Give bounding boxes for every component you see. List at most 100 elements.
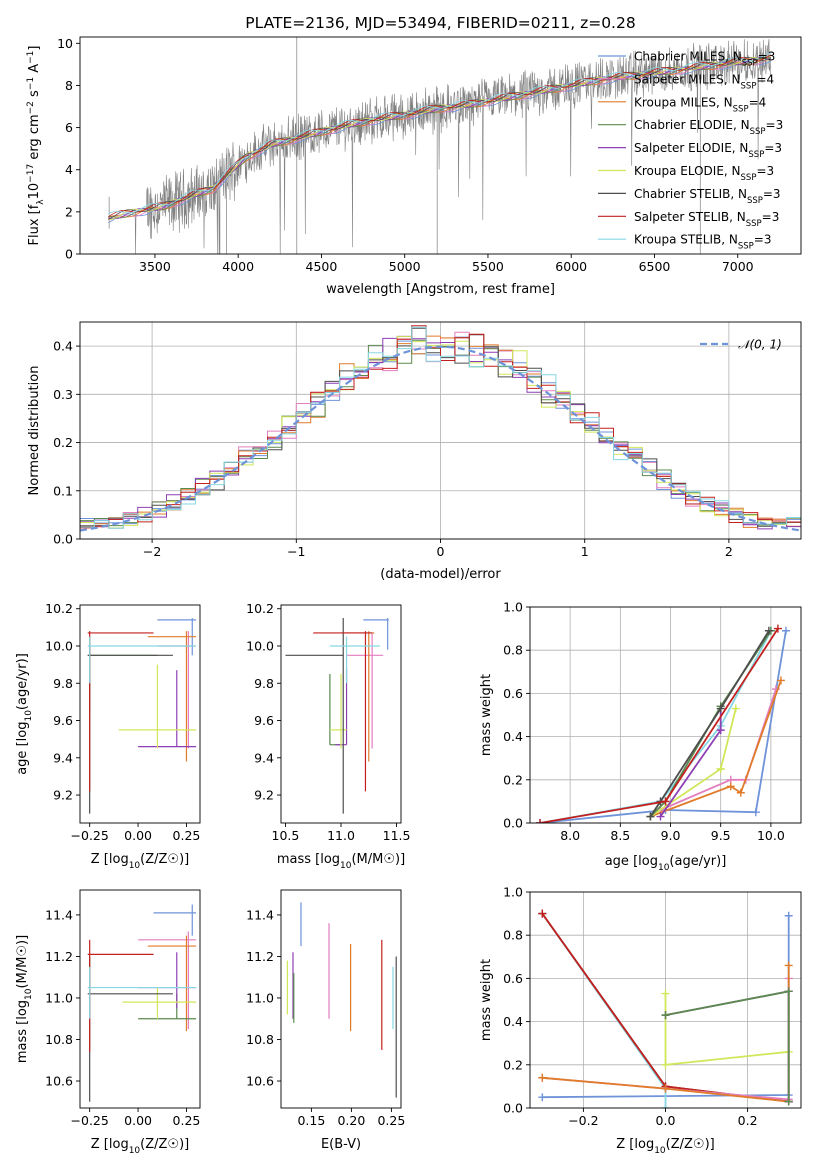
axes-frame xyxy=(280,889,402,1109)
y-tick-label: 10.8 xyxy=(246,1032,274,1047)
mass-vs-metallicity-panel: −0.25 0.00 0.25 10.6 10.8 11.0 11.2 11.4 Z [log1… xyxy=(15,889,201,1156)
y-tick-label: 0.4 xyxy=(503,1014,523,1029)
legend-label: Chabrier STELIB, NSSP=3 xyxy=(634,187,781,206)
x-tick-label: −0.2 xyxy=(568,1113,598,1128)
histogram-series xyxy=(80,335,801,530)
legend-label: 𝒩(0, 1) xyxy=(738,338,782,352)
x-axis-label: age [log10(age/yr)] xyxy=(605,854,727,873)
x-tick-label: 9.5 xyxy=(711,828,731,843)
chart-title: PLATE=2136, MJD=53494, FIBERID=0211, z=0… xyxy=(245,14,635,32)
x-tick-label: 10.0 xyxy=(757,828,785,843)
y-axis-label: Normed distribution xyxy=(27,366,42,496)
x-axis-label: Z [log10(Z/Z☉)] xyxy=(616,1137,714,1156)
plus-marker xyxy=(661,797,670,806)
y-tick-label: 0.6 xyxy=(503,971,523,986)
y-axis-label: mass [log10(M/M☉)] xyxy=(15,935,34,1063)
y-tick-label: 0 xyxy=(65,247,73,262)
legend-label: Salpeter STELIB, NSSP=3 xyxy=(634,210,779,229)
plus-marker xyxy=(731,704,740,713)
axes-frame xyxy=(529,891,802,1109)
axes-frame xyxy=(79,604,201,824)
residual-histogram-panel: −2 −1 0 1 2 0.0 0.1 0.2 0.3 0.4 𝒩(0, 1) (data-model… xyxy=(27,321,802,582)
y-tick-label: 9.2 xyxy=(53,788,73,803)
y-tick-label: 8 xyxy=(65,78,73,93)
plus-marker xyxy=(538,909,547,918)
x-axis-label: mass [log10(M/M☉)] xyxy=(277,852,405,871)
x-tick-label: 5500 xyxy=(472,259,504,274)
y-tick-label: 10.0 xyxy=(45,638,73,653)
y-tick-label: 9.8 xyxy=(254,676,274,691)
y-tick-label: 10.8 xyxy=(45,1032,73,1047)
legend-label: Kroupa STELIB, NSSP=3 xyxy=(634,233,772,252)
x-axis-label: (data-model)/error xyxy=(380,567,501,582)
mass-weight-line xyxy=(649,630,770,818)
y-tick-label: 9.6 xyxy=(254,713,274,728)
plus-marker xyxy=(776,676,785,685)
plus-marker xyxy=(536,819,545,823)
y-tick-label: 11.4 xyxy=(45,907,73,922)
legend-label: Salpeter MILES, NSSP=4 xyxy=(634,72,774,91)
x-tick-label: 4500 xyxy=(306,259,338,274)
plot-area xyxy=(108,37,772,254)
plus-marker xyxy=(716,726,725,735)
axes-frame xyxy=(79,36,802,255)
y-tick-label: 11.4 xyxy=(246,907,274,922)
mass-weight-line xyxy=(539,630,787,823)
plot-area xyxy=(87,904,197,1102)
y-tick-label: 0.4 xyxy=(503,729,523,744)
x-tick-label: 8.5 xyxy=(610,828,630,843)
legend-label: Kroupa MILES, NSSP=4 xyxy=(634,95,766,114)
x-tick-label: 1 xyxy=(581,544,589,559)
x-axis-label: wavelength [Angstrom, rest frame] xyxy=(326,282,555,297)
x-tick-label: −1 xyxy=(287,544,305,559)
y-tick-label: 10.6 xyxy=(246,1074,274,1089)
y-tick-label: 1.0 xyxy=(503,885,523,900)
x-axis-label: Z [log10(Z/Z☉)] xyxy=(91,852,189,871)
x-tick-label: 5000 xyxy=(389,259,421,274)
mass-weight-vs-metallicity-panel: −0.2 0.0 0.2 0.0 0.2 0.4 0.6 0.8 1.0 Z [log10(Z/Z… xyxy=(479,885,802,1156)
y-tick-label: 10 xyxy=(57,36,73,51)
plot-area xyxy=(285,618,389,814)
y-tick-label: 0.2 xyxy=(53,435,73,450)
y-tick-label: 0.8 xyxy=(503,643,523,658)
histogram-series xyxy=(80,326,801,529)
mass-weight-line xyxy=(650,680,782,818)
y-tick-label: 9.8 xyxy=(53,676,73,691)
y-axis-label: mass weight xyxy=(479,674,494,756)
axes-frame xyxy=(529,606,802,824)
mass-weight-line xyxy=(539,630,772,823)
x-axis-label: E(B-V) xyxy=(321,1137,361,1152)
plus-marker xyxy=(751,808,760,817)
x-tick-label: 6000 xyxy=(555,259,587,274)
spectrum-panel: 3500 4000 4500 5000 5500 6000 6500 7000 0 2 4 6 8 10 P… xyxy=(26,14,802,297)
legend-label: Kroupa ELODIE, NSSP=3 xyxy=(634,164,774,183)
mass-vs-ebv-panel: 0.15 0.20 0.25 10.6 10.8 11.0 11.2 11.4 E(B-V) xyxy=(246,889,405,1152)
y-tick-label: 9.2 xyxy=(254,788,274,803)
x-tick-label: 11.5 xyxy=(383,828,411,843)
model-spectrum-line xyxy=(108,57,772,221)
y-tick-label: 0.0 xyxy=(503,1101,523,1116)
x-tick-label: 7000 xyxy=(722,259,754,274)
plus-marker xyxy=(661,1011,670,1020)
plus-marker xyxy=(764,626,773,635)
y-tick-label: 0.6 xyxy=(503,686,523,701)
plus-marker xyxy=(661,1084,670,1093)
y-tick-label: 10.0 xyxy=(246,638,274,653)
plus-marker xyxy=(781,626,790,635)
y-tick-label: 11.0 xyxy=(246,990,274,1005)
y-tick-label: 11.0 xyxy=(45,990,73,1005)
x-tick-label: 0.2 xyxy=(738,1113,758,1128)
legend-label: Salpeter ELODIE, NSSP=3 xyxy=(634,141,782,160)
mass-weight-line xyxy=(665,990,790,1102)
x-tick-label: −2 xyxy=(143,544,161,559)
y-tick-label: 10.2 xyxy=(246,601,274,616)
x-tick-label: 0.00 xyxy=(124,828,152,843)
y-tick-label: 0.3 xyxy=(53,387,73,402)
x-tick-label: 9.0 xyxy=(661,828,681,843)
x-tick-label: 0.15 xyxy=(297,1113,325,1128)
y-tick-label: 6 xyxy=(65,120,73,135)
y-tick-label: 4 xyxy=(65,162,73,177)
x-tick-label: 10.5 xyxy=(272,828,300,843)
y-tick-label: 9.6 xyxy=(53,713,73,728)
